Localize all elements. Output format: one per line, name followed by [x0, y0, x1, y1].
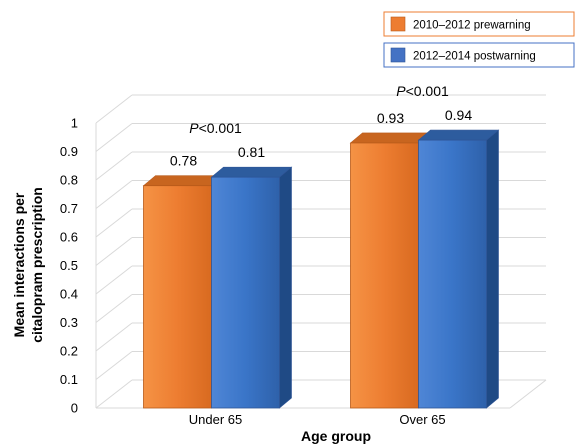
bar-front [212, 177, 280, 408]
legend-label-0: 2010–2012 prewarning [413, 20, 531, 32]
y-tick-label: 0.4 [60, 287, 78, 302]
y-tick-label: 1 [71, 116, 78, 131]
x-tick-label-1: Over 65 [399, 412, 445, 427]
p-value-annotation-0: P<0.001 [189, 120, 242, 136]
side-gridline [96, 323, 132, 351]
side-gridline [96, 209, 132, 237]
side-gridline [96, 152, 132, 180]
y-tick-label: 0 [71, 401, 78, 416]
side-gridline [96, 181, 132, 209]
bar-top [419, 130, 499, 140]
bar-side [280, 167, 292, 408]
side-gridline [96, 295, 132, 323]
floor-right-edge [510, 380, 546, 408]
data-label-0-0: 0.78 [170, 153, 197, 169]
x-tick-label-0: Under 65 [189, 412, 242, 427]
bar-front [144, 186, 212, 408]
side-gridline [96, 266, 132, 294]
side-gridline [96, 124, 132, 152]
bar-front [419, 140, 487, 408]
bar-0-1 [212, 167, 292, 408]
y-axis-title-line-1: Mean interactions per [11, 192, 27, 337]
y-tick-label: 0.6 [60, 230, 78, 245]
bars [144, 130, 499, 408]
y-tick-label: 0.3 [60, 315, 78, 330]
legend-swatch-0 [391, 17, 405, 31]
y-tick-label: 0.2 [60, 344, 78, 359]
bar-1-1 [419, 130, 499, 408]
x-axis-title: Age group [301, 428, 371, 444]
bar-front [351, 143, 419, 408]
side-gridline [96, 95, 132, 123]
y-tick-label: 0.9 [60, 144, 78, 159]
y-axis-title-line-2: citalopram prescription [29, 187, 45, 343]
bar-top [212, 167, 292, 177]
y-tick-label: 0.8 [60, 173, 78, 188]
data-label-1-1: 0.94 [445, 107, 472, 123]
bar-side [487, 130, 499, 408]
y-tick-label: 0.7 [60, 201, 78, 216]
data-label-1-0: 0.93 [377, 110, 404, 126]
side-gridline [96, 238, 132, 266]
side-gridline [96, 352, 132, 380]
legend: 2010–2012 prewarning 2012–2014 postwarni… [384, 12, 574, 67]
legend-swatch-1 [391, 48, 405, 62]
side-gridline [96, 380, 132, 408]
p-value-annotation-1: P<0.001 [396, 83, 449, 99]
data-label-0-1: 0.81 [238, 144, 265, 160]
legend-label-1: 2012–2014 postwarning [413, 51, 536, 63]
y-tick-label: 0.1 [60, 372, 78, 387]
y-tick-label: 0.5 [60, 258, 78, 273]
